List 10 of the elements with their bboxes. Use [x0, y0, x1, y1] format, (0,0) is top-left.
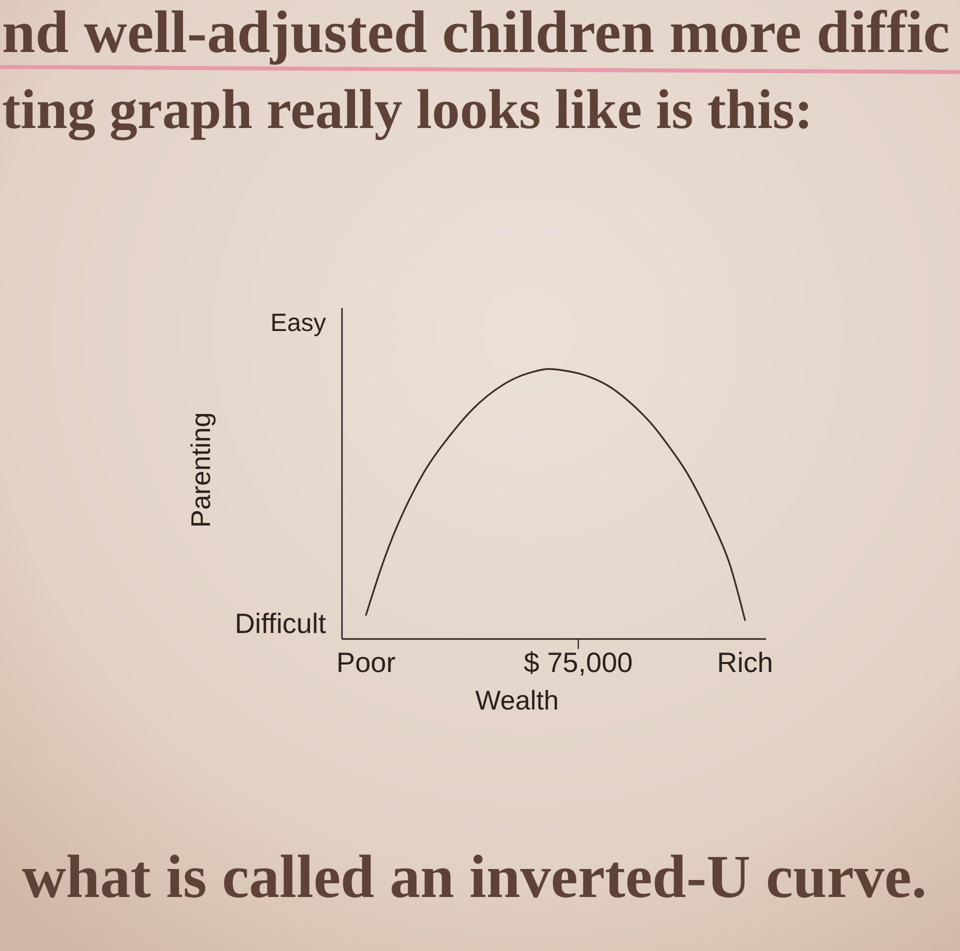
text: Easy [270, 308, 326, 337]
chart-title: nd well-adjusted children more diffic [2, 0, 950, 65]
chart-subtitle: ting graph really looks like is this: [2, 79, 814, 141]
y-axis-title: Parenting [186, 412, 216, 528]
text: what is called an inverted-U curve. [22, 844, 927, 911]
x-tick-label: Poor [336, 647, 396, 678]
x-tick-label: Rich [716, 647, 774, 678]
x-tick-label: $ 75,000 [524, 647, 633, 678]
text: Difficult [234, 608, 326, 639]
x-axis-title: Wealth [475, 685, 559, 716]
